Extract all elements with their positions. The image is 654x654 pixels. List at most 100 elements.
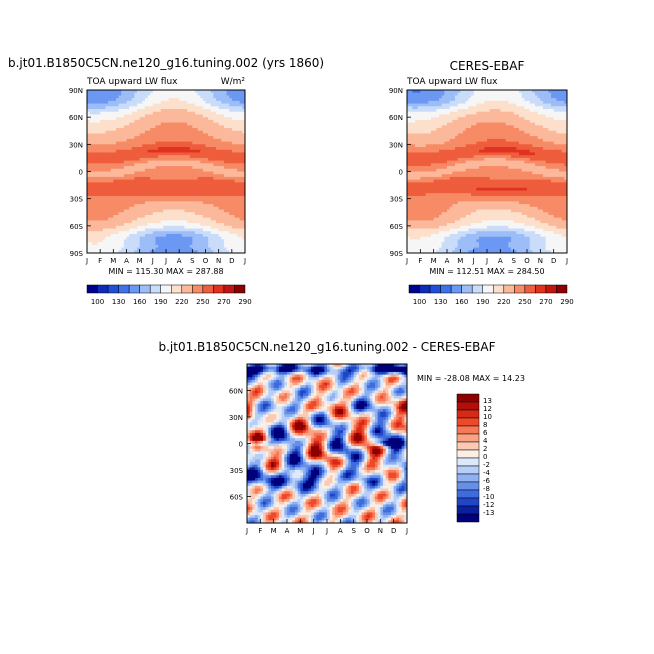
contour-cell [89, 106, 93, 110]
contour-cell [92, 128, 96, 132]
contour-cell [476, 92, 480, 97]
contour-cell [237, 106, 241, 110]
contour-cell [105, 209, 109, 213]
contour-cell [147, 174, 151, 178]
contour-cell [181, 155, 186, 159]
contour-cell [173, 90, 178, 94]
contour-cell [97, 223, 101, 227]
contour-cell [97, 174, 101, 178]
contour-cell [158, 171, 162, 175]
contour-cell [205, 90, 209, 94]
contour-cell [192, 220, 196, 224]
contour-cell [237, 163, 241, 167]
contour-cell [173, 250, 178, 253]
contour-cell [131, 190, 135, 194]
contour-cell [100, 109, 104, 113]
contour-cell [160, 106, 164, 110]
contour-cell [189, 217, 193, 221]
contour-cell [237, 90, 241, 94]
contour-cell [455, 106, 459, 110]
contour-cell [444, 117, 448, 121]
contour-cell [543, 100, 547, 105]
contour-cell [239, 190, 243, 194]
contour-cell [181, 152, 186, 156]
contour-cell [184, 155, 188, 159]
contour-cell [171, 244, 175, 249]
contour-cell [89, 109, 93, 113]
contour-cell [150, 130, 154, 135]
contour-cell [529, 147, 533, 151]
contour-cell [556, 95, 560, 99]
contour-cell [556, 147, 560, 151]
contour-cell [200, 225, 204, 230]
contour-cell [144, 239, 149, 243]
contour-cell [415, 136, 419, 140]
contour-cell [100, 92, 104, 97]
contour-cell [218, 182, 222, 186]
contour-cell [481, 92, 485, 97]
contour-cell [113, 122, 117, 126]
contour-cell [121, 187, 125, 192]
contour-cell [205, 106, 209, 110]
contour-cell [239, 223, 243, 227]
contour-cell [166, 247, 170, 251]
contour-cell [94, 193, 99, 197]
contour-cell [173, 155, 178, 159]
contour-cell [129, 98, 133, 102]
contour-cell [210, 223, 214, 227]
contour-cell [242, 138, 245, 143]
contour-cell [168, 174, 172, 178]
contour-cell [216, 214, 220, 219]
contour-cell [92, 214, 96, 219]
contour-cell [160, 198, 164, 202]
contour-cell [173, 228, 178, 232]
contour-cell [234, 242, 238, 246]
contour-cell [97, 119, 101, 124]
contour-cell [179, 242, 183, 246]
contour-cell [229, 236, 233, 241]
contour-cell [532, 100, 536, 105]
contour-cell [105, 166, 109, 170]
contour-cell [535, 106, 539, 110]
contour-cell [142, 125, 146, 129]
contour-cell [194, 214, 199, 219]
contour-cell [473, 98, 477, 102]
contour-cell [108, 119, 112, 124]
contour-cell [166, 212, 170, 216]
contour-cell [123, 179, 128, 183]
contour-cell [160, 244, 164, 249]
contour-cell [516, 138, 520, 143]
contour-cell [231, 193, 236, 197]
contour-cell [492, 103, 496, 107]
contour-cell [226, 250, 230, 253]
contour-cell [97, 206, 101, 211]
contour-cell [89, 223, 93, 227]
contour-cell [92, 166, 96, 170]
contour-cell [147, 103, 151, 107]
contour-cell [134, 163, 138, 167]
contour-cell [142, 128, 146, 132]
contour-cell [184, 209, 188, 213]
contour-cell [189, 247, 193, 251]
contour-cell [221, 138, 225, 143]
contour-cell [231, 119, 236, 124]
contour-cell [100, 182, 104, 186]
contour-cell [449, 100, 453, 105]
contour-cell [532, 109, 536, 113]
contour-cell [179, 187, 183, 192]
contour-cell [559, 117, 563, 121]
contour-cell [447, 98, 451, 102]
contour-cell [543, 138, 547, 143]
contour-cell [163, 106, 167, 110]
contour-cell [176, 182, 180, 186]
contour-cell [221, 119, 225, 124]
contour-cell [200, 149, 204, 154]
contour-cell [444, 144, 448, 148]
contour-cell [234, 225, 238, 230]
contour-cell [431, 109, 435, 113]
contour-cell [202, 100, 207, 105]
contour-cell [479, 95, 483, 99]
contour-cell [489, 103, 493, 107]
contour-cell [87, 236, 91, 241]
contour-cell [129, 242, 133, 246]
